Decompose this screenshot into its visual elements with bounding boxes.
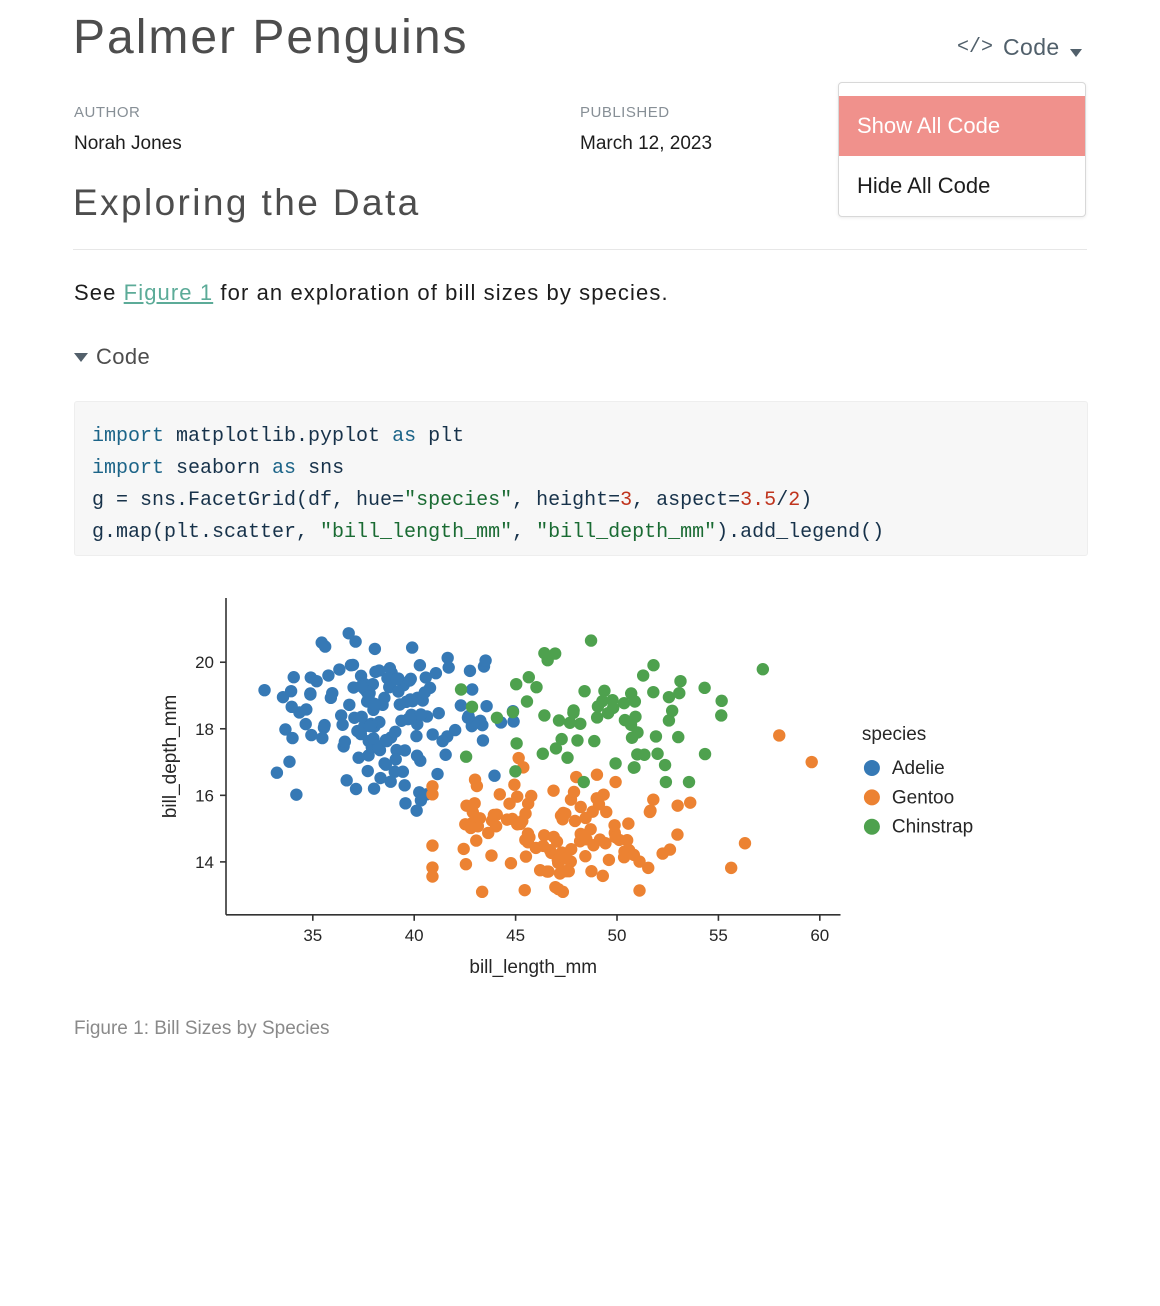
svg-text:16: 16 [195, 786, 214, 805]
svg-text:35: 35 [303, 925, 322, 944]
svg-text:species: species [862, 724, 926, 745]
svg-text:20: 20 [195, 653, 214, 672]
svg-text:55: 55 [709, 925, 728, 944]
svg-text:Gentoo: Gentoo [892, 787, 954, 808]
svg-text:50: 50 [608, 925, 627, 944]
svg-text:60: 60 [810, 925, 829, 944]
svg-text:bill_length_mm: bill_length_mm [469, 956, 597, 977]
svg-text:40: 40 [405, 925, 424, 944]
svg-text:Adelie: Adelie [892, 758, 945, 779]
svg-text:18: 18 [195, 719, 214, 738]
svg-text:45: 45 [506, 925, 525, 944]
svg-text:Chinstrap: Chinstrap [892, 816, 973, 837]
svg-text:14: 14 [195, 853, 214, 872]
svg-text:bill_depth_mm: bill_depth_mm [160, 694, 181, 817]
